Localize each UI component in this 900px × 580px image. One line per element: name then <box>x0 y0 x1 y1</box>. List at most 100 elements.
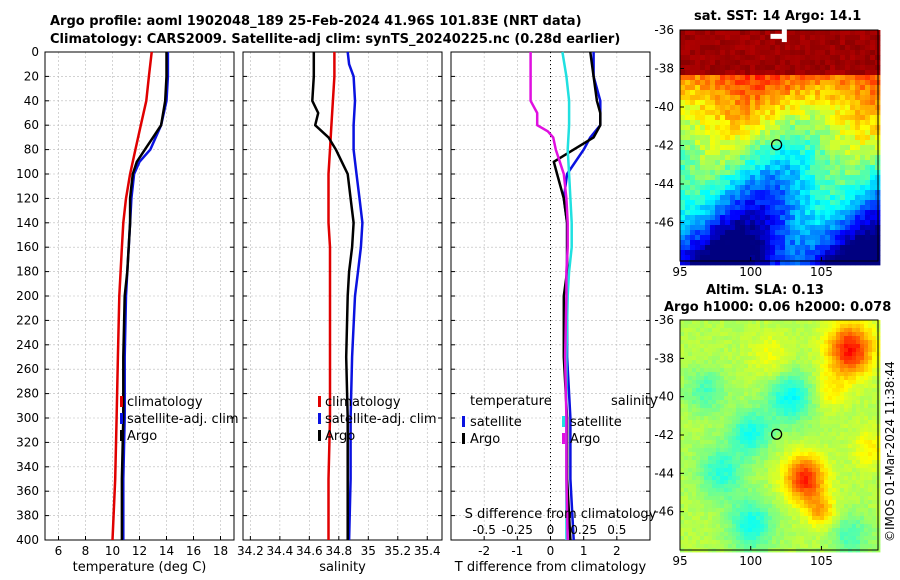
sla-map-cell <box>792 372 797 377</box>
sst-map-cell <box>850 180 856 186</box>
sla-map-cell <box>792 448 797 453</box>
sst-map-cell <box>850 170 856 176</box>
sla-map-cell <box>764 484 769 489</box>
sla-map-cell <box>716 468 721 473</box>
sla-map-cell <box>808 360 813 365</box>
sla-map-cell <box>744 376 749 381</box>
sst-map-cell <box>780 125 786 131</box>
sst-map-cell <box>835 80 841 86</box>
sla-map-cell <box>812 480 817 485</box>
sst-map-cell <box>705 45 711 51</box>
sla-map-cell <box>680 460 685 465</box>
sla-map-cell <box>740 424 745 429</box>
sla-map-cell <box>700 516 705 521</box>
sst-map-cell <box>700 175 706 181</box>
sla-map-cell <box>680 324 685 329</box>
sst-map-cell <box>680 120 686 126</box>
sla-map-cell <box>788 504 793 509</box>
sst-map-cell <box>795 205 801 211</box>
sst-map-cell <box>700 125 706 131</box>
sla-map-cell <box>728 328 733 333</box>
sla-map-cell <box>804 388 809 393</box>
sst-map-cell <box>870 125 876 131</box>
sst-map-cell <box>725 230 731 236</box>
sla-map-cell <box>756 372 761 377</box>
sla-map-cell <box>756 508 761 513</box>
sst-map-cell <box>760 85 766 91</box>
sst-map-cell <box>725 75 731 81</box>
sst-map-cell <box>785 90 791 96</box>
sst-map-cell <box>795 195 801 201</box>
sla-map-cell <box>704 372 709 377</box>
sla-map-cell <box>864 464 869 469</box>
sla-map-cell <box>700 512 705 517</box>
sst-map-cell <box>715 135 721 141</box>
sla-map-cell <box>868 484 873 489</box>
sla-map-cell <box>732 532 737 537</box>
sla-map-cell <box>788 408 793 413</box>
sst-map-cell <box>855 205 861 211</box>
sst-map-cell <box>840 220 846 226</box>
sla-map-cell <box>700 500 705 505</box>
sst-map-cell <box>855 255 861 261</box>
sla-map-cell <box>784 324 789 329</box>
sla-map-cell <box>728 392 733 397</box>
sst-map-cell <box>760 230 766 236</box>
sla-map-cell <box>732 396 737 401</box>
sst-map-cell <box>710 65 716 71</box>
sst-map-cell <box>765 190 771 196</box>
sst-map-cell <box>750 125 756 131</box>
sla-map-cell <box>800 348 805 353</box>
sst-map-cell <box>685 260 691 266</box>
diff-s-axis-label: S difference from climatology <box>465 507 657 522</box>
sla-map-cell <box>724 388 729 393</box>
sla-map-cell <box>760 528 765 533</box>
sst-map-cell <box>820 105 826 111</box>
sst-map-cell <box>870 230 876 236</box>
sla-map-cell <box>796 412 801 417</box>
sla-map-cell <box>808 344 813 349</box>
sla-map-cell <box>732 528 737 533</box>
sla-map-cell <box>872 524 877 529</box>
sla-map-cell <box>776 468 781 473</box>
sla-map-cell <box>752 328 757 333</box>
sst-map-cell <box>775 205 781 211</box>
sla-map-cell <box>752 432 757 437</box>
sst-map-cell <box>870 75 876 81</box>
sst-map-cell <box>745 150 751 156</box>
sst-map-cell <box>835 110 841 116</box>
sla-map-cell <box>812 460 817 465</box>
sst-map-cell <box>785 80 791 86</box>
sla-map-cell <box>852 392 857 397</box>
sla-map-cell <box>688 468 693 473</box>
sst-map-cell <box>855 50 861 56</box>
sst-map-cell <box>695 170 701 176</box>
sst-map-cell <box>850 145 856 151</box>
sst-map-cell <box>840 260 846 266</box>
sla-map-cell <box>772 540 777 545</box>
sla-map-cell <box>736 416 741 421</box>
sst-map-cell <box>755 230 761 236</box>
sla-map-cell <box>792 452 797 457</box>
sst-map-cell <box>860 145 866 151</box>
sla-map-cell <box>836 480 841 485</box>
sla-map-cell <box>808 512 813 517</box>
sla-map-cell <box>764 332 769 337</box>
sla-map-cell <box>784 440 789 445</box>
sla-map-cell <box>736 320 741 325</box>
sst-map-cell <box>740 205 746 211</box>
sst-map-cell <box>825 70 831 76</box>
sla-map-cell <box>868 500 873 505</box>
sst-map-cell <box>830 175 836 181</box>
sla-map-cell <box>784 368 789 373</box>
sla-map-cell <box>772 368 777 373</box>
sst-map-cell <box>720 215 726 221</box>
sla-map-cell <box>816 372 821 377</box>
sla-map-cell <box>852 472 857 477</box>
sla-map-cell <box>684 372 689 377</box>
sla-map-cell <box>780 320 785 325</box>
sla-map-cell <box>728 488 733 493</box>
sla-map-cell <box>760 328 765 333</box>
sla-map-cell <box>720 456 725 461</box>
sla-map-cell <box>684 356 689 361</box>
